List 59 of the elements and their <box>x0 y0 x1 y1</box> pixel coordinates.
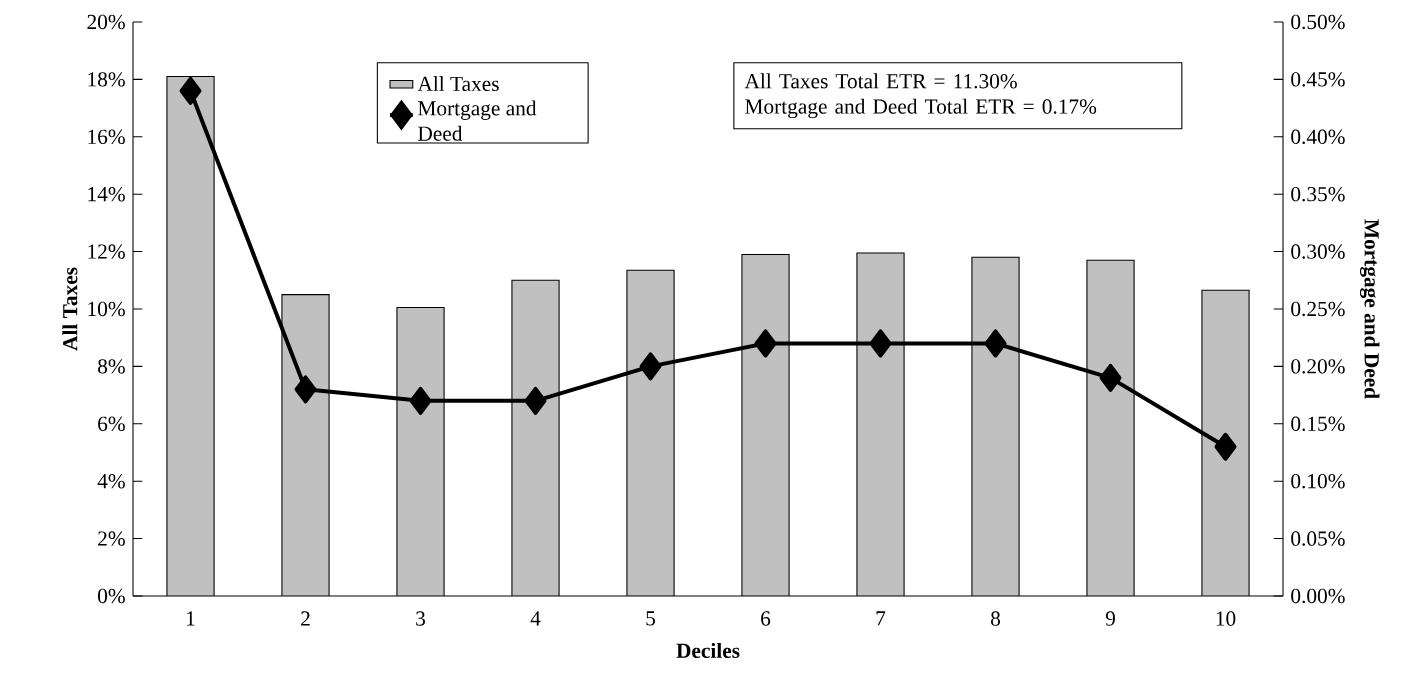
bar <box>856 253 905 596</box>
y-tick-label: 2% <box>98 531 125 546</box>
y2-tick-label: 0.40% <box>1291 129 1345 145</box>
bar <box>281 294 330 596</box>
point <box>639 352 662 381</box>
x-tick-label: 4 <box>530 611 541 626</box>
y2-tick-label: 0.05% <box>1291 531 1345 546</box>
y-axis-title: All Taxes <box>62 267 78 351</box>
x-tick-label: 3 <box>416 611 426 626</box>
y2-tick-label: 0.20% <box>1291 359 1345 374</box>
x-tick-label: 10 <box>1216 611 1236 626</box>
point <box>409 386 432 415</box>
y2-axis-title: Mortgage and Deed <box>1359 219 1380 399</box>
bar <box>396 307 445 596</box>
x-tick-label: 1 <box>187 611 195 626</box>
y2-tick-label: 0.50% <box>1291 14 1345 30</box>
y2-tick-label: 0.25% <box>1291 301 1345 317</box>
y2-tick-label: 0.10% <box>1291 473 1345 489</box>
y2-tick-label: 0.00% <box>1291 588 1345 604</box>
y-tick-label: 8% <box>98 359 125 374</box>
y-tick-label: 10% <box>88 301 125 317</box>
x-tick-label: 5 <box>646 611 656 626</box>
y-tick-label: 12% <box>88 244 125 259</box>
point <box>754 329 777 358</box>
bar <box>1201 289 1250 596</box>
point <box>869 329 892 358</box>
y-tick-label: 6% <box>98 416 125 432</box>
x-tick-label: 6 <box>761 611 771 626</box>
point <box>294 375 317 404</box>
x-tick-label: 8 <box>990 611 1001 626</box>
point <box>1099 363 1122 392</box>
x-tick-label: 2 <box>301 611 310 626</box>
point <box>1214 432 1237 461</box>
y-tick-label: 16% <box>88 129 125 145</box>
x-tick-label: 7 <box>876 611 886 626</box>
bar <box>511 280 560 596</box>
y2-tick-label: 0.15% <box>1291 416 1345 432</box>
y2-tick-label: 0.30% <box>1291 244 1345 259</box>
point <box>984 329 1007 358</box>
bar <box>1086 260 1135 596</box>
y-tick-label: 20% <box>87 14 125 30</box>
y-tick-label: 4% <box>97 473 125 489</box>
annotation: Mortgage and Deed Total ETR = 0.17% <box>745 98 1097 119</box>
bar <box>166 76 215 596</box>
x-tick-label: 9 <box>1105 611 1115 626</box>
y-tick-label: 18% <box>88 72 125 87</box>
bar <box>741 254 790 596</box>
bar <box>971 257 1020 596</box>
x-axis-title: Deciles <box>676 642 740 658</box>
y-tick-label: 14% <box>88 186 125 202</box>
legend-label: Mortgage and Deed <box>418 100 537 141</box>
legend-label: All Taxes <box>417 76 499 92</box>
y2-tick-label: 0.35% <box>1291 186 1345 202</box>
y-tick-label: 0% <box>98 588 125 604</box>
annotation: All Taxes Total ETR = 11.30% <box>744 73 1017 89</box>
point <box>179 76 202 105</box>
bar <box>626 270 675 596</box>
y2-tick-label: 0.45% <box>1291 72 1345 87</box>
point <box>524 386 547 415</box>
